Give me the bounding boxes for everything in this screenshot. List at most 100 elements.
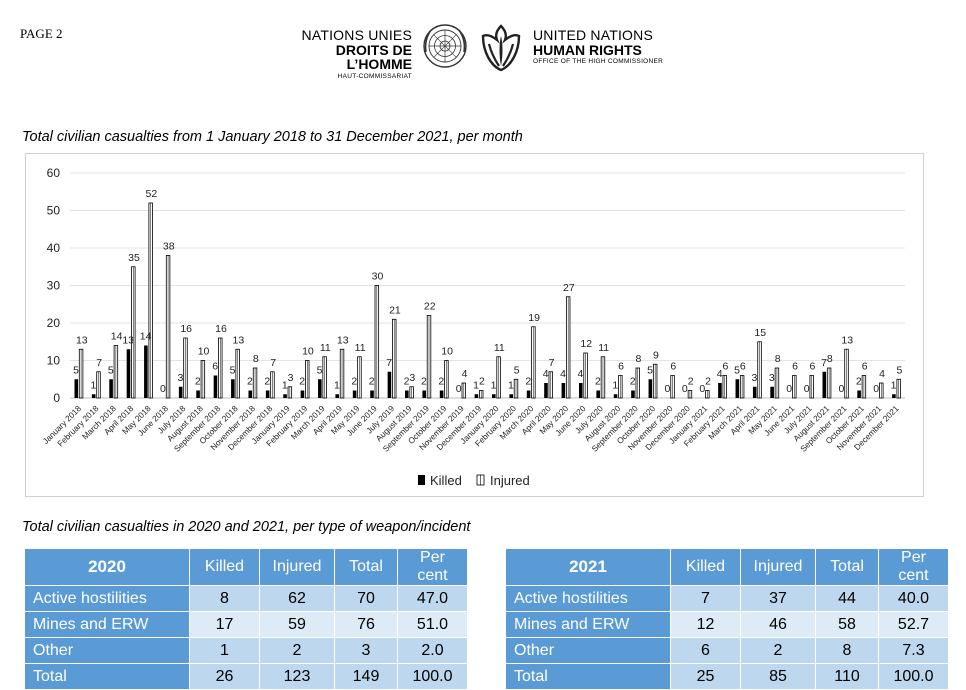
bar-killed — [613, 394, 618, 398]
data-label-killed: 6 — [212, 361, 218, 373]
bar-killed — [648, 379, 653, 398]
data-label-injured: 7 — [270, 357, 276, 369]
bar-killed — [126, 349, 131, 398]
data-label-killed: 7 — [821, 357, 827, 369]
data-label-injured: 13 — [337, 334, 349, 346]
table-row: Other 1 2 3 2.0 — [24, 637, 468, 664]
row-label: Other — [505, 637, 671, 664]
data-label-injured: 8 — [827, 353, 833, 365]
table-row: Mines and ERW 17 59 76 51.0 — [24, 611, 468, 638]
data-label-injured: 6 — [862, 361, 868, 373]
cell-total: 76 — [334, 611, 398, 638]
bar-killed — [857, 390, 861, 398]
bar-killed — [196, 390, 200, 398]
data-label-killed: 1 — [491, 379, 497, 391]
table-title: Total civilian casualties in 2020 and 20… — [22, 519, 471, 535]
column-header-total: Total — [815, 548, 879, 586]
data-label-injured: 3 — [409, 372, 415, 384]
table-row: Active hostilities 8 62 70 47.0 — [24, 585, 468, 612]
data-label-injured: 3 — [288, 372, 294, 384]
data-label-killed: 3 — [769, 372, 775, 384]
bar-killed — [474, 394, 479, 398]
header-french-line1: NATIONS UNIES — [301, 27, 412, 43]
data-label-killed: 4 — [543, 368, 549, 380]
cell-total: 8 — [815, 637, 879, 664]
data-label-killed: 2 — [369, 376, 375, 388]
data-label-killed: 2 — [351, 376, 357, 388]
bar-killed — [892, 394, 896, 398]
cell-percent: 2.0 — [397, 637, 468, 664]
cell-killed: 17 — [189, 611, 260, 638]
bar-killed — [178, 386, 183, 398]
data-label-killed: 2 — [438, 376, 444, 388]
data-label-killed: 4 — [578, 368, 584, 380]
bar-killed — [509, 394, 513, 398]
data-label-injured: 12 — [580, 338, 592, 350]
row-label: Total — [505, 663, 671, 690]
column-header-injured: Injured — [259, 548, 335, 586]
data-label-injured: 6 — [792, 361, 798, 373]
bar-killed — [265, 390, 270, 398]
bar-killed — [544, 383, 548, 398]
header-french-line2: DROITS DE L’HOMME — [335, 41, 412, 73]
bar-killed — [74, 379, 79, 398]
table-year-header: 2020 — [24, 548, 190, 586]
table-row: Active hostilities 7 37 44 40.0 — [505, 585, 949, 612]
data-label-injured: 13 — [841, 334, 853, 346]
data-label-injured: 16 — [215, 323, 227, 335]
data-label-injured: 8 — [775, 353, 781, 365]
bar-killed — [578, 383, 583, 398]
legend-label-killed: Killed — [430, 473, 462, 488]
data-label-killed: 13 — [122, 334, 134, 346]
row-label: Other — [24, 637, 190, 664]
data-label-killed: 1 — [90, 379, 96, 391]
column-header-percent: Per cent — [397, 548, 468, 586]
data-label-killed: 7 — [386, 357, 392, 369]
data-label-injured: 13 — [76, 334, 88, 346]
data-label-killed: 0 — [699, 383, 705, 395]
data-label-killed: 1 — [473, 379, 479, 391]
data-label-killed: 0 — [456, 383, 462, 395]
data-label-killed: 5 — [734, 364, 740, 376]
data-label-killed: 1 — [508, 379, 514, 391]
data-label-killed: 1 — [612, 379, 618, 391]
cell-percent: 100.0 — [878, 663, 949, 690]
bar-killed — [248, 390, 253, 398]
bar-killed — [735, 379, 740, 398]
bar-killed — [596, 390, 600, 398]
table-year-header: 2021 — [505, 548, 671, 586]
data-label-injured: 16 — [180, 323, 192, 335]
data-label-injured: 7 — [549, 357, 555, 369]
header-french-text: NATIONS UNIES DROITS DE L’HOMME HAUT-COM… — [270, 28, 412, 81]
data-label-killed: 0 — [838, 383, 844, 395]
data-label-killed: 0 — [682, 383, 688, 395]
cell-killed: 26 — [189, 663, 260, 690]
data-label-injured: 8 — [636, 353, 642, 365]
bar-killed — [770, 386, 774, 398]
data-label-injured: 9 — [653, 349, 659, 361]
data-label-injured: 13 — [233, 334, 245, 346]
cell-percent: 100.0 — [397, 663, 468, 690]
bar-killed — [283, 394, 287, 398]
data-label-injured: 2 — [705, 376, 711, 388]
cell-percent: 52.7 — [878, 611, 949, 638]
cell-percent: 51.0 — [397, 611, 468, 638]
data-label-injured: 6 — [810, 361, 816, 373]
data-label-killed: 3 — [177, 372, 183, 384]
data-label-injured: 10 — [302, 346, 314, 358]
data-label-injured: 11 — [355, 342, 366, 354]
data-label-killed: 5 — [73, 364, 79, 376]
data-label-killed: 2 — [630, 376, 636, 388]
data-label-injured: 14 — [111, 331, 123, 343]
bar-killed — [405, 390, 409, 398]
bar-killed — [631, 390, 635, 398]
cell-total: 149 — [334, 663, 398, 690]
y-tick-label: 20 — [47, 316, 61, 330]
cell-total: 70 — [334, 585, 398, 612]
data-label-injured: 6 — [723, 361, 729, 373]
data-label-injured: 6 — [740, 361, 746, 373]
bar-killed — [318, 379, 322, 398]
bar-killed — [822, 371, 827, 398]
bar-killed — [752, 386, 757, 398]
